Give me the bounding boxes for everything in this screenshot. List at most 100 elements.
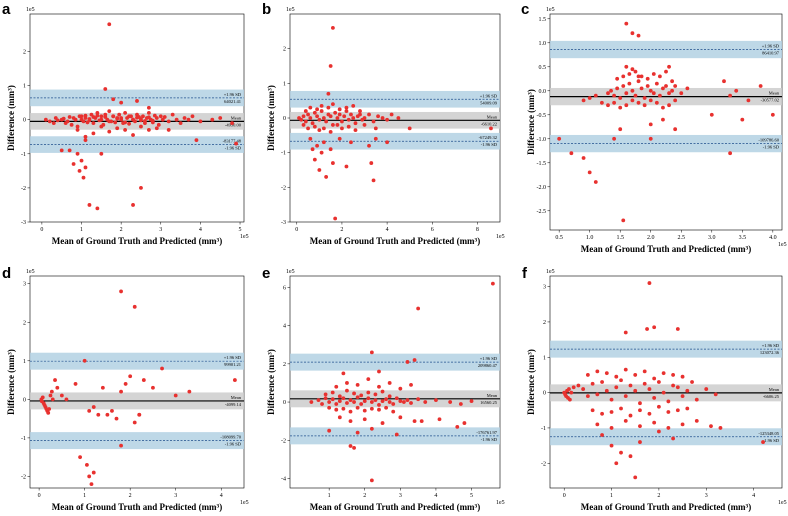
x-exponent-label: 1e5 [496,234,505,240]
data-point [416,306,421,311]
data-point [87,474,92,479]
data-point [123,382,128,386]
data-point [340,119,344,124]
data-point [647,281,652,285]
data-point [618,96,623,100]
data-point [652,420,657,425]
data-point [377,403,381,407]
data-point [614,374,619,379]
upper-loa-value: 86410.97 [762,51,780,56]
data-point [319,109,324,113]
data-point [75,128,80,132]
mean-tag: Mean [769,387,780,392]
data-point [367,143,371,148]
data-point [633,93,638,98]
data-point [141,378,146,382]
data-point [182,116,187,120]
data-point [330,390,335,395]
data-point [369,406,374,411]
data-point [43,117,48,122]
data-point [87,203,92,207]
x-tick-label: 3.5 [739,235,747,241]
data-point [83,116,88,120]
data-point [310,121,315,126]
data-point [391,409,396,414]
data-point [557,136,562,141]
data-point [59,393,64,398]
data-point [113,120,118,125]
data-point [384,397,389,402]
y-tick-label: 0 [23,397,26,403]
y-tick-label: 1 [543,355,546,361]
data-points [309,281,495,483]
panel-label: e [262,265,270,282]
data-point [110,409,114,413]
y-tick-label: 1 [283,81,286,87]
lower-loa-tag: -1.96 SD [481,437,498,442]
data-point [656,380,661,384]
data-point [679,91,684,96]
data-point [194,138,199,143]
x-axis-title: Mean of Ground Truth and Predicted (mm³) [581,502,752,512]
data-point [642,103,647,108]
data-point [670,79,675,84]
data-point [132,304,137,309]
data-point [96,412,101,417]
data-points [43,22,238,211]
x-tick-label: 5 [470,493,473,499]
data-point [348,419,353,424]
data-point [581,387,586,391]
data-point [105,412,110,417]
data-point [638,408,642,413]
data-point [380,399,385,403]
lower-loa-value: -67249.32 [479,135,497,140]
plot-frame [549,275,783,489]
data-point [119,289,123,294]
upper-loa-value: 123072.36 [760,350,780,355]
data-point [103,87,108,91]
mean-value: -4950.00 [225,122,242,127]
data-point [337,136,342,141]
data-point [722,79,726,84]
y-axis-title: Difference (mm³) [266,85,276,151]
data-point [341,371,346,376]
data-point [758,84,763,88]
data-point [337,107,342,112]
data-point [160,366,164,371]
data-point [331,123,335,127]
data-point [67,115,72,119]
data-point [337,394,342,399]
y-tick-label: -1 [21,436,26,442]
data-point [345,388,349,393]
data-point [301,123,306,127]
data-point [647,387,652,391]
data-point [636,100,641,105]
lower-loa-tag: -1.96 SD [763,438,780,443]
data-point [673,98,678,103]
y-axis-title: Difference (mm³) [266,349,276,415]
data-point [349,112,353,117]
data-point [75,124,80,129]
upper-loa-tag: +1.96 SD [224,355,242,360]
y-tick-label: 6 [283,285,286,291]
data-point [234,141,238,146]
data-point [71,162,76,166]
y-exponent-label: 1e5 [286,269,295,275]
mean-tag: Mean [231,115,242,120]
y-tick-label: 1.5 [539,17,547,23]
data-point [455,424,460,429]
data-point [600,411,604,416]
data-point [661,117,665,122]
upper-loa-tag: +1.96 SD [224,92,242,97]
data-point [567,387,571,391]
data-point [324,175,329,179]
data-point [82,358,87,363]
data-point [358,109,362,113]
data-point [656,404,661,409]
data-point [91,131,96,136]
data-point [623,330,628,335]
data-point [661,390,666,395]
data-point [91,470,96,475]
data-point [387,381,392,385]
data-point [151,385,155,390]
